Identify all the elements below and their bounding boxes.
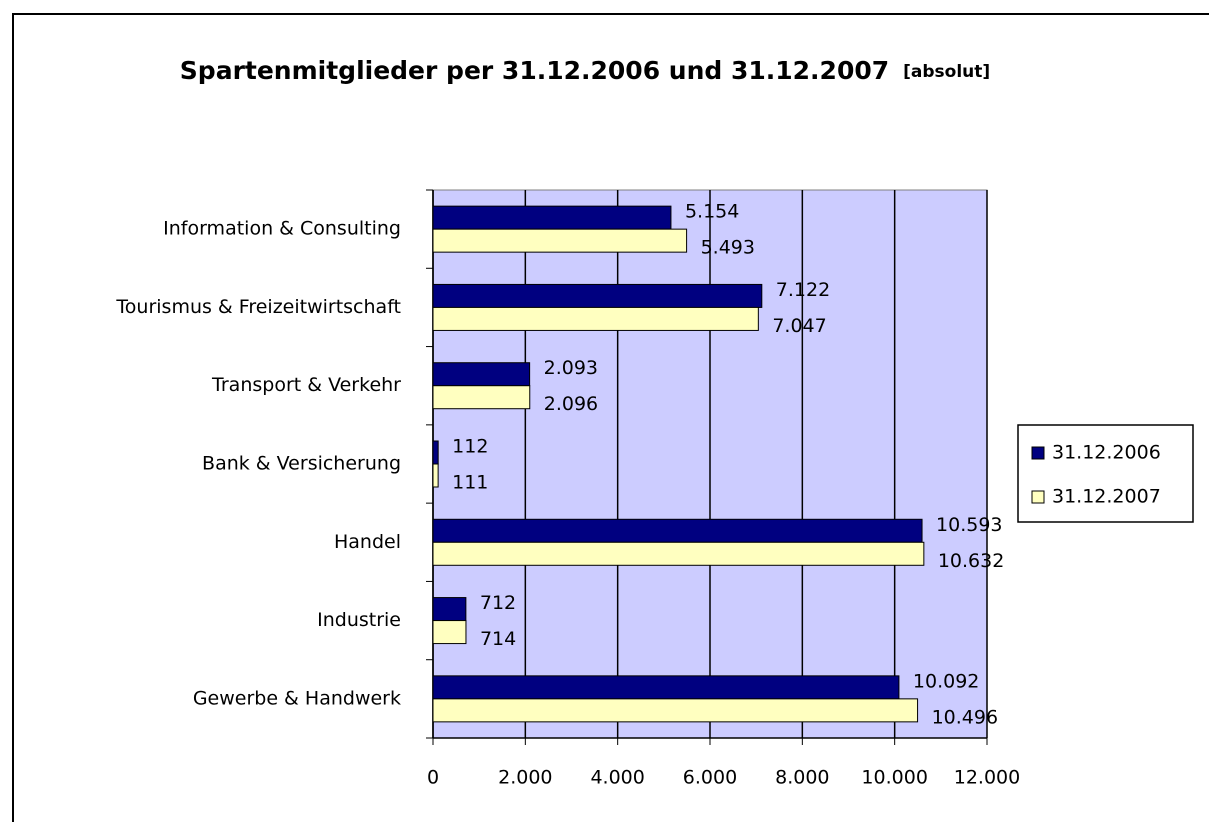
- data-label: 2.096: [544, 393, 598, 415]
- data-label: 2.093: [544, 357, 598, 379]
- bar: [432, 463, 439, 488]
- bar: [432, 306, 759, 331]
- x-tick-label: 8.000: [775, 767, 829, 789]
- legend-label: 31.12.2007: [1052, 486, 1161, 508]
- title-main: Spartenmitglieder per 31.12.2006 und 31.…: [180, 56, 889, 85]
- bar: [432, 205, 672, 230]
- bar: [432, 228, 688, 253]
- y-tick-label: Gewerbe & Handwerk: [193, 687, 401, 709]
- y-tick-label: Handel: [334, 531, 401, 553]
- chart-title: Spartenmitglieder per 31.12.2006 und 31.…: [180, 56, 990, 85]
- data-label: 112: [452, 436, 488, 458]
- data-label: 7.122: [776, 279, 830, 301]
- bar: [432, 597, 467, 622]
- data-label: 10.593: [936, 514, 1002, 536]
- y-tick-label: Bank & Versicherung: [202, 453, 401, 475]
- data-label: 10.092: [913, 670, 979, 692]
- data-label: 10.632: [938, 550, 1004, 572]
- bar: [432, 620, 467, 645]
- y-tick-label: Industrie: [317, 609, 401, 631]
- y-tick-label: Information & Consulting: [163, 218, 401, 240]
- data-label: 111: [452, 472, 488, 494]
- bar: [432, 440, 439, 465]
- data-label: 714: [480, 628, 516, 650]
- bar: [432, 283, 763, 308]
- legend-swatch: [1031, 446, 1045, 460]
- x-tick-label: 6.000: [683, 767, 737, 789]
- data-label: 10.496: [932, 706, 998, 728]
- y-tick-label: Transport & Verkehr: [211, 374, 401, 396]
- legend-box: [1017, 424, 1194, 523]
- title-suffix: [absolut]: [903, 62, 990, 82]
- bar: [432, 698, 919, 723]
- bar: [432, 541, 925, 566]
- data-label: 5.493: [701, 237, 755, 259]
- bar: [432, 675, 900, 700]
- x-tick-label: 0: [427, 767, 439, 789]
- x-tick-label: 2.000: [498, 767, 552, 789]
- x-tick-label: 4.000: [590, 767, 644, 789]
- data-label: 5.154: [685, 201, 739, 223]
- bar: [432, 385, 531, 410]
- y-tick-label: Tourismus & Freizeitwirtschaft: [115, 296, 401, 318]
- data-label: 7.047: [772, 315, 826, 337]
- bar: [432, 518, 923, 543]
- data-label: 712: [480, 592, 516, 614]
- legend-label: 31.12.2006: [1052, 442, 1161, 464]
- x-tick-label: 10.000: [861, 767, 927, 789]
- legend-swatch: [1031, 490, 1045, 504]
- bar: [432, 362, 531, 387]
- x-tick-label: 12.000: [954, 767, 1020, 789]
